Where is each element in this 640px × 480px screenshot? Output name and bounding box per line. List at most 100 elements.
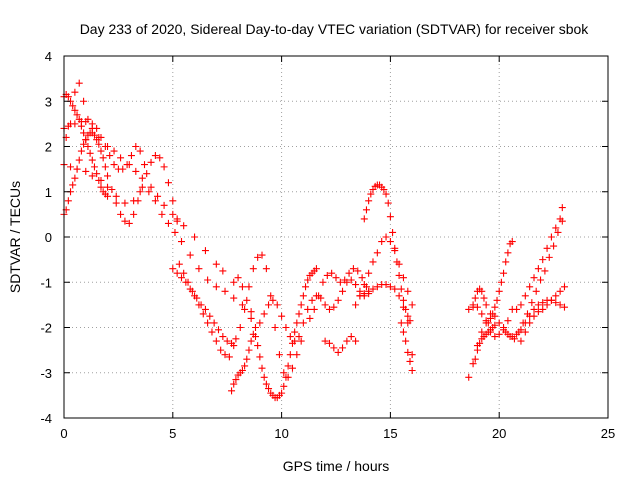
data-point [491, 333, 499, 341]
data-point [328, 269, 336, 277]
data-point [293, 351, 301, 359]
data-point [291, 337, 299, 345]
data-point [258, 364, 266, 372]
data-point [471, 355, 479, 363]
data-point [547, 296, 555, 304]
data-point [93, 136, 101, 144]
data-point [93, 124, 101, 132]
data-point [171, 228, 179, 236]
data-point [214, 326, 222, 334]
series-arc-o [397, 319, 416, 374]
data-point [71, 174, 79, 182]
data-point [352, 281, 360, 289]
data-point [560, 283, 568, 291]
data-point [495, 287, 503, 295]
data-point [521, 292, 529, 300]
data-point [526, 319, 534, 327]
series-arc-w [517, 283, 568, 345]
grid [64, 56, 608, 418]
data-point [288, 364, 296, 372]
data-point [365, 197, 373, 205]
data-point [526, 283, 534, 291]
data-point [304, 305, 312, 313]
data-point [504, 317, 512, 325]
data-point [469, 303, 477, 311]
data-point [201, 247, 209, 255]
data-point [64, 197, 72, 205]
data-point [308, 296, 316, 304]
data-point [95, 140, 103, 148]
data-point [141, 161, 149, 169]
data-point [386, 283, 394, 291]
data-point [71, 88, 79, 96]
data-point [486, 314, 494, 322]
data-point [117, 210, 125, 218]
data-point [160, 163, 168, 171]
data-point [123, 161, 131, 169]
series-arc-n [356, 281, 416, 359]
data-point [293, 319, 301, 327]
data-point [399, 303, 407, 311]
series-arc-l [360, 181, 414, 325]
data-point [82, 167, 90, 175]
data-point [101, 163, 109, 171]
data-point [315, 292, 323, 300]
data-point [332, 274, 340, 282]
data-point [339, 287, 347, 295]
data-point [397, 319, 405, 327]
data-point [362, 206, 370, 214]
data-point [528, 299, 536, 307]
y-tick-label: -1 [40, 275, 52, 290]
data-point [478, 287, 486, 295]
data-point [80, 140, 88, 148]
data-point [151, 152, 159, 160]
data-point [80, 97, 88, 105]
data-point [77, 147, 85, 155]
data-point [369, 258, 377, 266]
data-point [360, 290, 368, 298]
data-point [265, 301, 273, 309]
data-point [391, 285, 399, 293]
data-point [408, 366, 416, 374]
data-point [365, 287, 373, 295]
data-point [386, 213, 394, 221]
data-point [404, 287, 412, 295]
data-point [497, 278, 505, 286]
data-point [510, 335, 518, 343]
data-point [558, 204, 566, 212]
data-point [556, 287, 564, 295]
data-point [352, 301, 360, 309]
y-tick-label: 3 [45, 94, 52, 109]
data-point [104, 183, 112, 191]
data-point [225, 353, 233, 361]
axis-ticks: 0 5 10 15 20 25 -4 -3 -2 -1 0 1 2 3 4 [40, 49, 615, 441]
data-point [336, 278, 344, 286]
data-point [543, 301, 551, 309]
data-point [97, 183, 105, 191]
data-point [330, 303, 338, 311]
y-tick-label: -2 [40, 321, 52, 336]
series-arc-k [321, 333, 360, 356]
data-point [508, 238, 516, 246]
data-point [382, 233, 390, 241]
data-point [532, 287, 540, 295]
y-axis-label: SDTVAR / TECUs [7, 181, 23, 293]
data-point [404, 312, 412, 320]
data-point [325, 305, 333, 313]
data-point [234, 274, 242, 282]
data-point [517, 337, 525, 345]
data-point [112, 199, 120, 207]
data-point [506, 333, 514, 341]
data-point [478, 328, 486, 336]
data-point [93, 170, 101, 178]
series-arc-u [502, 217, 566, 343]
data-point [119, 165, 127, 173]
data-point [238, 366, 246, 374]
data-point [95, 176, 103, 184]
data-point [399, 328, 407, 336]
data-point [360, 215, 368, 223]
data-point [256, 319, 264, 327]
data-point [399, 296, 407, 304]
data-point [334, 348, 342, 356]
